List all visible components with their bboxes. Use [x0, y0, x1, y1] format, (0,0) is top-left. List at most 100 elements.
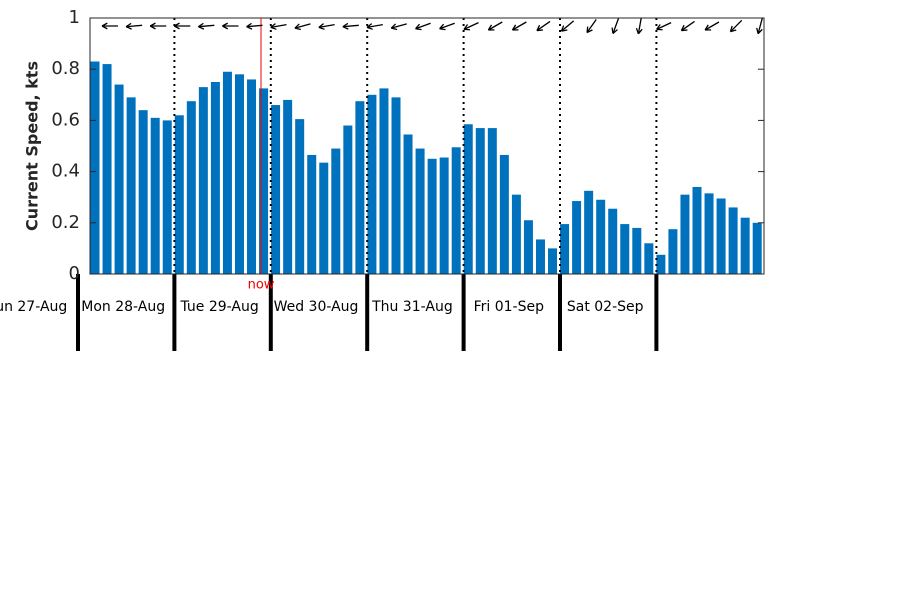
arrow-head: [463, 24, 469, 30]
direction-arrow: [463, 22, 479, 31]
bar: [511, 194, 521, 274]
bar: [499, 154, 509, 274]
arrow-head: [342, 26, 349, 30]
bar: [740, 217, 750, 274]
day-label: Sat 02-Sep: [567, 299, 644, 315]
arrow-shaft: [318, 23, 335, 29]
arrow-head: [612, 29, 618, 35]
arrow-head: [757, 28, 763, 35]
bar: [439, 157, 449, 274]
arrow-shaft: [704, 21, 720, 31]
arrow-shaft: [561, 20, 575, 32]
arrow-shaft: [198, 24, 215, 28]
bar: [704, 193, 714, 274]
direction-arrow: [246, 22, 263, 30]
arrow-shaft: [637, 18, 642, 34]
direction-arrow: [198, 22, 215, 30]
day-label: Thu 31-Aug: [371, 299, 453, 315]
arrow-head: [149, 25, 156, 30]
arrow-shaft: [463, 22, 479, 30]
bar: [198, 87, 208, 275]
bar: [307, 154, 317, 274]
arrow-head: [270, 26, 277, 30]
bar: [620, 224, 630, 274]
bar: [379, 88, 389, 275]
arrow-head: [637, 28, 643, 35]
bar: [403, 134, 413, 274]
arrow-head: [415, 23, 421, 30]
bar: [692, 186, 702, 274]
direction-arrow: [560, 20, 575, 32]
arrow-shaft: [681, 20, 695, 32]
direction-arrow: [611, 18, 620, 35]
direction-arrow: [729, 19, 743, 33]
arrow-shaft: [439, 22, 455, 30]
direction-arrow: [586, 19, 597, 34]
bar: [90, 61, 100, 274]
bar: [668, 229, 678, 274]
bar: [343, 125, 353, 275]
direction-arrow: [125, 22, 143, 30]
arrow-head: [222, 25, 229, 30]
bar: [716, 198, 726, 274]
now-label: now: [248, 278, 275, 293]
bar: [259, 88, 269, 275]
direction-arrow: [342, 22, 359, 30]
y-tick-label: 0.2: [51, 212, 80, 233]
arrow-head: [730, 29, 737, 33]
arrow-shaft: [246, 24, 263, 28]
bar: [295, 119, 305, 275]
arrow-head: [222, 22, 229, 27]
bar: [632, 227, 642, 274]
direction-arrow: [318, 23, 335, 30]
bar: [548, 248, 558, 274]
arrow-head: [439, 28, 446, 31]
bar: [391, 97, 401, 274]
direction-arrow: [635, 18, 643, 35]
arrow-shaft: [294, 23, 311, 29]
bar: [584, 190, 594, 274]
bar: [210, 82, 220, 274]
bar: [222, 71, 232, 274]
direction-arrow: [270, 23, 287, 30]
bar: [150, 117, 160, 274]
bar: [752, 222, 762, 274]
arrow-head: [101, 22, 108, 27]
arrow-head: [536, 24, 541, 31]
arrow-head: [294, 27, 301, 31]
arrow-shaft: [126, 24, 143, 28]
direction-arrow: [101, 22, 119, 30]
arrow-head: [560, 25, 565, 32]
arrow-shaft: [757, 18, 763, 34]
bar: [608, 208, 618, 274]
direction-arrow: [173, 22, 191, 30]
arrow-head: [586, 29, 593, 34]
y-tick-label: 0.4: [51, 161, 80, 182]
arrow-head: [366, 23, 373, 28]
direction-arrow: [511, 21, 527, 31]
bar: [656, 254, 666, 274]
plot-frame: [89, 17, 765, 275]
arrow-shaft: [586, 19, 597, 33]
direction-arrow: [656, 22, 672, 31]
bar: [427, 158, 437, 274]
arrow-head: [611, 27, 614, 34]
arrow-head: [680, 24, 685, 31]
arrow-head: [294, 23, 300, 29]
arrow-head: [366, 26, 373, 30]
arrow-head: [704, 24, 709, 31]
bar: [728, 207, 738, 274]
arrow-head: [342, 22, 349, 28]
direction-arrow: [704, 21, 720, 31]
bar: [102, 64, 112, 274]
direction-arrow: [366, 23, 383, 30]
arrow-head: [586, 26, 589, 33]
bar: [114, 84, 124, 274]
direction-arrow: [536, 20, 551, 32]
bar: [644, 243, 654, 274]
bar: [463, 124, 473, 275]
y-tick-label: 0: [69, 263, 80, 284]
arrow-head: [173, 25, 180, 30]
direction-arrow: [680, 20, 695, 32]
y-axis-label: Current Speed, kts: [23, 61, 42, 231]
